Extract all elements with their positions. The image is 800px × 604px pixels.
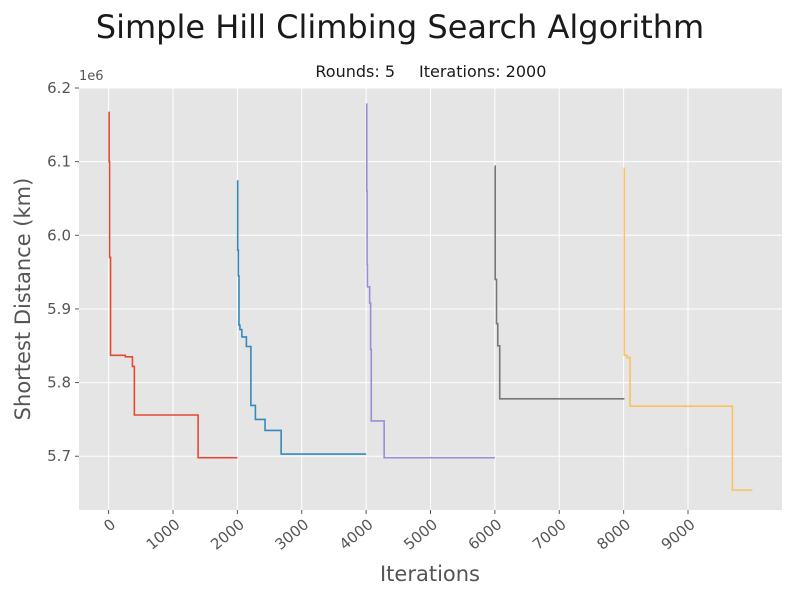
series-line-round-1 <box>108 111 238 459</box>
series-line-round-4 <box>494 165 625 400</box>
x-tick-label: 3000 <box>271 515 312 553</box>
x-tick-label: 5000 <box>400 515 441 553</box>
chart-title: Simple Hill Climbing Search Algorithm <box>96 8 704 46</box>
y-tick-label: 5.8 <box>47 374 71 392</box>
grid-lines <box>79 87 782 510</box>
y-tick-label: 6.1 <box>47 153 71 171</box>
x-tick-label: 4000 <box>336 515 377 553</box>
chart-subtitle-rounds: Rounds: 5 <box>315 62 395 81</box>
series-line-round-3 <box>365 103 495 459</box>
x-tick-label: 1000 <box>143 515 184 553</box>
y-tick-label: 6.0 <box>47 226 71 244</box>
series-layer <box>108 103 753 491</box>
y-offset-label: 1e6 <box>79 69 104 84</box>
x-tick-label: 2000 <box>207 515 248 553</box>
x-tick-label: 6000 <box>465 515 506 553</box>
x-tick-label: 7000 <box>529 515 570 553</box>
x-tick-label: 8000 <box>593 515 634 553</box>
x-tick-label: 9000 <box>658 515 699 553</box>
y-tick-label: 6.2 <box>47 79 71 97</box>
series-line-round-2 <box>236 180 367 455</box>
series-line-round-5 <box>623 167 753 491</box>
y-tick-label: 5.7 <box>47 447 71 465</box>
y-tick-label: 5.9 <box>47 300 71 318</box>
x-axis-label: Iterations <box>380 562 480 586</box>
x-tick-label: 0 <box>100 515 119 535</box>
y-axis-label: Shortest Distance (km) <box>11 178 35 421</box>
chart-subtitle-iterations: Iterations: 2000 <box>419 62 546 81</box>
